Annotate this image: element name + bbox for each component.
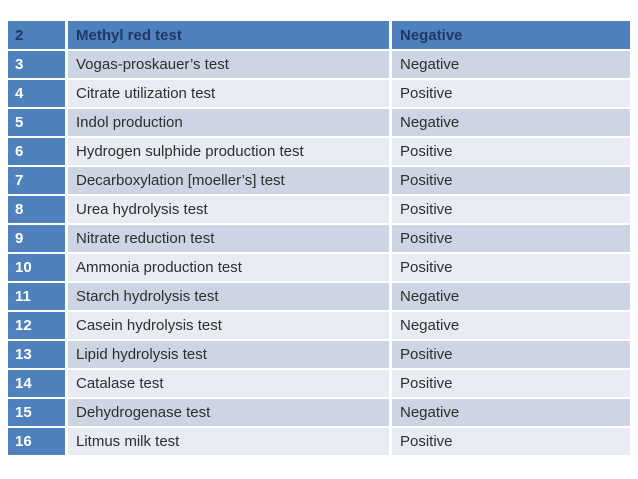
row-number-cell: 8 <box>8 196 65 223</box>
test-name-cell: Starch hydrolysis test <box>68 283 389 310</box>
test-name-cell: Dehydrogenase test <box>68 399 389 426</box>
result-cell: Positive <box>392 167 630 194</box>
row-number-cell: 14 <box>8 370 65 397</box>
row-number-cell: 11 <box>8 283 65 310</box>
table-row: 7 Decarboxylation [moeller’s] test Positiv… <box>8 167 630 194</box>
test-name-cell: Litmus milk test <box>68 428 389 455</box>
row-number-cell: 6 <box>8 138 65 165</box>
test-name-cell: Vogas-proskauer’s test <box>68 51 389 78</box>
test-name-cell: Methyl red test <box>68 21 389 49</box>
test-name-cell: Indol production <box>68 109 389 136</box>
table-row: 6 Hydrogen sulphide production test Positi… <box>8 138 630 165</box>
test-name-cell: Ammonia production test <box>68 254 389 281</box>
row-number-cell: 7 <box>8 167 65 194</box>
table-row: 15 Dehydrogenase test Negative <box>8 399 630 426</box>
result-cell: Positive <box>392 341 630 368</box>
table-row: 4 Citrate utilization test Positive <box>8 80 630 107</box>
row-number-cell: 4 <box>8 80 65 107</box>
result-cell: Positive <box>392 225 630 252</box>
row-number-cell: 12 <box>8 312 65 339</box>
test-name-cell: Decarboxylation [moeller’s] test <box>68 167 389 194</box>
row-number-cell: 5 <box>8 109 65 136</box>
test-name-cell: Lipid hydrolysis test <box>68 341 389 368</box>
test-name-cell: Urea hydrolysis test <box>68 196 389 223</box>
row-number-cell: 13 <box>8 341 65 368</box>
result-cell: Negative <box>392 109 630 136</box>
results-table: 2 Methyl red test Negative 3 Vogas-proska… <box>8 21 630 457</box>
row-number-cell: 3 <box>8 51 65 78</box>
table-header-row: 2 Methyl red test Negative <box>8 21 630 49</box>
table-row: 11 Starch hydrolysis test Negative <box>8 283 630 310</box>
table-row: 5 Indol production Negative <box>8 109 630 136</box>
table-row: 14 Catalase test Positive <box>8 370 630 397</box>
test-name-cell: Hydrogen sulphide production test <box>68 138 389 165</box>
test-name-cell: Catalase test <box>68 370 389 397</box>
test-name-cell: Citrate utilization test <box>68 80 389 107</box>
row-number-cell: 9 <box>8 225 65 252</box>
row-number-cell: 2 <box>8 21 65 49</box>
result-cell: Negative <box>392 51 630 78</box>
table-row: 3 Vogas-proskauer’s test Negative <box>8 51 630 78</box>
result-cell: Negative <box>392 399 630 426</box>
result-cell: Positive <box>392 428 630 455</box>
test-name-cell: Casein hydrolysis test <box>68 312 389 339</box>
row-number-cell: 15 <box>8 399 65 426</box>
result-cell: Negative <box>392 21 630 49</box>
result-cell: Positive <box>392 138 630 165</box>
table-row: 10 Ammonia production test Positive <box>8 254 630 281</box>
row-number-cell: 10 <box>8 254 65 281</box>
table-row: 8 Urea hydrolysis test Positive <box>8 196 630 223</box>
result-cell: Positive <box>392 80 630 107</box>
test-name-cell: Nitrate reduction test <box>68 225 389 252</box>
result-cell: Negative <box>392 312 630 339</box>
result-cell: Positive <box>392 370 630 397</box>
table-row: 9 Nitrate reduction test Positive <box>8 225 630 252</box>
row-number-cell: 16 <box>8 428 65 455</box>
result-cell: Positive <box>392 254 630 281</box>
table-row: 13 Lipid hydrolysis test Positive <box>8 341 630 368</box>
table-row: 16 Litmus milk test Positive <box>8 428 630 455</box>
result-cell: Negative <box>392 283 630 310</box>
result-cell: Positive <box>392 196 630 223</box>
table-row: 12 Casein hydrolysis test Negative <box>8 312 630 339</box>
